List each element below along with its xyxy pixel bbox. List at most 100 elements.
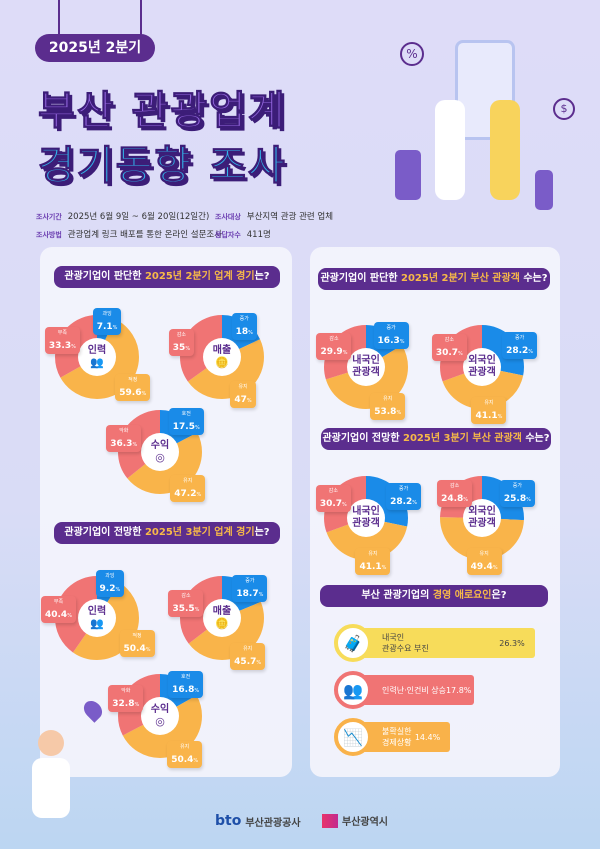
slice-label: 증가 28.2% bbox=[386, 482, 422, 510]
bto-logo: bto 부산관광공사 bbox=[215, 813, 301, 829]
slice-category: 감소 bbox=[329, 336, 339, 343]
slice-category: 증가 bbox=[239, 316, 249, 323]
slice-category: 유지 bbox=[484, 399, 494, 406]
slice-value: 59.6 bbox=[119, 388, 142, 399]
slice-label: 증가 28.2% bbox=[502, 331, 538, 359]
slice-value: 45.7 bbox=[234, 656, 257, 667]
donut-title: 외국인 관광객 bbox=[468, 355, 496, 378]
difficulty-bar: 내국인 관광수요 부진 26.3% bbox=[348, 628, 535, 658]
slice-value: 30.7 bbox=[319, 499, 343, 510]
luggage-icon: 🧳 bbox=[334, 624, 372, 662]
slice-category: 유지 bbox=[243, 645, 253, 652]
donut-slice-red bbox=[180, 315, 264, 399]
people-icon: 👥 bbox=[90, 356, 104, 369]
title-line2: 경기동향 조사 bbox=[38, 143, 287, 190]
slice-category: 적정 bbox=[128, 377, 138, 384]
slice-label: 유지 50.4% bbox=[167, 741, 203, 769]
slice-value: 18 bbox=[235, 327, 249, 338]
slice-category: 악화 bbox=[119, 427, 129, 434]
donut-center: 내국인 관광객 bbox=[347, 499, 385, 537]
slice-category: 유지 bbox=[180, 744, 190, 751]
slice-value: 28.2 bbox=[506, 345, 529, 356]
slice-label: 유지 45.7% bbox=[230, 642, 266, 670]
donut-center: 내국인 관광객 bbox=[347, 348, 385, 386]
slice-category: 증가 bbox=[386, 325, 396, 332]
slice-value: 18.7 bbox=[236, 588, 259, 599]
slice-label: 적정 50.4% bbox=[119, 630, 155, 658]
slice-label: 감소 35% bbox=[168, 328, 195, 356]
donut-center: 매출 🪙 bbox=[203, 338, 241, 376]
slice-category: 과잉 bbox=[105, 572, 115, 579]
slice-value: 50.4 bbox=[123, 644, 146, 655]
slice-label: 과잉 7.1% bbox=[92, 307, 122, 335]
slice-label: 악화 36.3% bbox=[106, 424, 142, 452]
donut-title: 외국인 관광객 bbox=[468, 506, 496, 529]
target-icon: ◎ bbox=[155, 715, 165, 728]
slice-label: 감소 24.8% bbox=[437, 479, 473, 507]
slice-label: 감소 29.9% bbox=[316, 333, 352, 361]
slice-value: 17.5 bbox=[172, 421, 195, 432]
slice-value: 36.3 bbox=[110, 438, 133, 449]
slice-category: 증가 bbox=[512, 483, 522, 490]
q2-industry-header: 관광기업이 판단한 2025년 2분기 업계 경기는? bbox=[54, 266, 280, 288]
slice-category: 증가 bbox=[514, 334, 525, 341]
donut-chart bbox=[180, 315, 264, 399]
slice-label: 유지 47% bbox=[230, 381, 256, 409]
donut-center: 외국인 관광객 bbox=[463, 348, 501, 386]
donut-title: 매출 bbox=[212, 606, 232, 617]
slice-value: 30.7 bbox=[435, 348, 459, 359]
bar-category: 내국인 관광수요 부진 bbox=[382, 633, 429, 653]
slice-label: 부족 33.3% bbox=[44, 326, 80, 354]
slice-label: 증가 18% bbox=[231, 313, 257, 341]
suitcase-icon bbox=[535, 170, 553, 210]
slice-label: 감소 30.7% bbox=[315, 485, 351, 513]
slice-category: 호전 bbox=[181, 410, 191, 417]
donut-slice-orange bbox=[118, 674, 202, 758]
slice-label: 과잉 9.2% bbox=[95, 569, 125, 597]
slice-category: 유지 bbox=[238, 384, 248, 391]
coins-icon: 🪙 bbox=[215, 617, 229, 630]
slice-value: 47.2 bbox=[174, 489, 197, 500]
slice-value: 9.2 bbox=[99, 583, 116, 594]
slice-category: 증가 bbox=[398, 485, 409, 492]
slice-label: 증가 16.3% bbox=[373, 322, 409, 350]
difficulties-header: 부산 관광기업의 경영 애로요인은? bbox=[320, 585, 548, 607]
donut-center: 수익 ◎ bbox=[141, 433, 179, 471]
decline-chart-icon: 📉 bbox=[334, 718, 372, 756]
survey-period: 조사기간 2025년 6월 9일 ~ 6월 20일(12일간) bbox=[36, 212, 210, 222]
donut-slice-orange bbox=[55, 315, 139, 399]
q2-visitors-header: 관광기업이 판단한 2025년 2분기 부산 관광객 수는? bbox=[318, 268, 550, 290]
slice-category: 증가 bbox=[245, 577, 255, 584]
donut-slice-orange bbox=[55, 576, 139, 660]
slice-value: 33.3 bbox=[48, 340, 72, 351]
slice-label: 유지 53.8% bbox=[370, 393, 406, 421]
donut-title: 수익 bbox=[150, 440, 170, 451]
slice-label: 적정 59.6% bbox=[115, 374, 151, 402]
slice-category: 호전 bbox=[181, 674, 191, 681]
respondents: 응답자수 411명 bbox=[215, 230, 271, 240]
donut-slice-red bbox=[324, 325, 408, 409]
slice-label: 호전 17.5% bbox=[168, 407, 204, 435]
slice-category: 감소 bbox=[444, 337, 454, 344]
slice-category: 유지 bbox=[368, 550, 378, 557]
slice-category: 악화 bbox=[121, 688, 131, 695]
slice-label: 악화 32.8% bbox=[108, 685, 144, 713]
bar-value: 26.3% bbox=[499, 638, 525, 648]
slice-label: 유지 41.1% bbox=[355, 547, 391, 575]
slice-category: 유지 bbox=[383, 396, 393, 403]
donut-slice-orange bbox=[118, 410, 202, 494]
donut-slice-red bbox=[324, 476, 408, 560]
slice-category: 부족 bbox=[53, 599, 64, 606]
traveler-illustration bbox=[30, 697, 106, 830]
donut-title: 인력 bbox=[87, 606, 107, 617]
slice-label: 감소 30.7% bbox=[431, 334, 467, 362]
slice-label: 증가 25.8% bbox=[499, 480, 535, 508]
quarter-badge: 2025년 2분기 bbox=[35, 34, 155, 62]
slice-label: 유지 41.1% bbox=[471, 396, 507, 424]
donut-slice-orange bbox=[324, 325, 408, 409]
donut-chart bbox=[118, 674, 202, 758]
donut-title: 수익 bbox=[150, 704, 170, 715]
coins-icon: 🪙 bbox=[215, 356, 229, 369]
slice-value: 49.4 bbox=[470, 561, 493, 572]
badge-hanger bbox=[140, 0, 142, 36]
